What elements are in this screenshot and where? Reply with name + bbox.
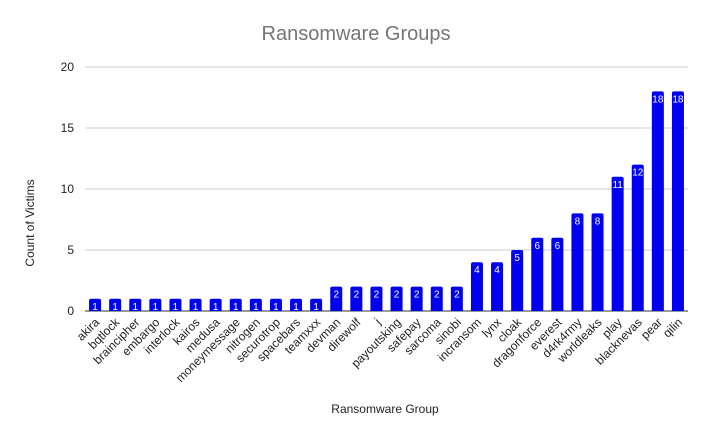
- bar-devman: [330, 286, 343, 311]
- data-label: 2: [333, 290, 339, 301]
- bar-interlock: [169, 298, 182, 311]
- bar-securotrop: [269, 298, 282, 311]
- bar-blacknevas: [631, 164, 644, 311]
- bar-nitrogen: [249, 298, 262, 311]
- bar-pear: [651, 91, 664, 312]
- bar-akira: [89, 298, 102, 311]
- bar-d4rk4rmy: [571, 213, 584, 311]
- bar-cloak: [511, 250, 524, 311]
- data-label: 12: [632, 168, 644, 179]
- x-tick-label: qilin: [660, 315, 685, 340]
- data-label: 1: [193, 302, 199, 313]
- bar-sarcoma: [430, 286, 443, 311]
- bar-payoutsking: [390, 286, 403, 311]
- data-label: 1: [112, 302, 118, 313]
- data-label: 1: [132, 302, 138, 313]
- data-label: 1: [233, 302, 239, 313]
- x-axis-label: Ransomware Group: [331, 402, 439, 416]
- data-label: 1: [293, 302, 299, 313]
- bar-qilin: [671, 91, 684, 312]
- data-label: 2: [374, 290, 380, 301]
- bar-bqtlock: [109, 298, 122, 311]
- y-tick-label: 10: [61, 182, 75, 196]
- bar-medusa: [209, 298, 222, 311]
- data-label: 2: [414, 290, 420, 301]
- y-tick-label: 20: [61, 60, 75, 74]
- data-label: 6: [534, 241, 540, 252]
- y-axis-ticks: 0 5 10 15 20: [61, 60, 75, 318]
- y-axis-label: Count of Victims: [23, 179, 37, 266]
- chart-title: Ransomware Groups: [262, 23, 451, 45]
- data-label: 8: [575, 216, 581, 227]
- bar-sinobi: [450, 286, 463, 311]
- data-label: 1: [92, 302, 98, 313]
- gridlines: [85, 66, 688, 312]
- data-label: 2: [454, 290, 460, 301]
- data-label: 1: [273, 302, 279, 313]
- data-label: 6: [555, 241, 561, 252]
- bar-kairos: [189, 298, 202, 311]
- data-label: 1: [173, 302, 179, 313]
- data-label: 1: [313, 302, 319, 313]
- bar-teamxxx: [310, 298, 323, 311]
- bar-safepay: [410, 286, 423, 311]
- bar-worldleaks: [591, 213, 604, 311]
- bar-play: [611, 176, 624, 311]
- data-label: 1: [153, 302, 159, 313]
- bar-moneymessage: [229, 298, 242, 311]
- bar-braincipher: [129, 298, 142, 311]
- y-tick-label: 0: [67, 304, 74, 318]
- y-tick-label: 5: [67, 243, 74, 257]
- data-label: 11: [612, 180, 623, 191]
- bar-j: [370, 286, 383, 311]
- data-label: 4: [494, 265, 500, 276]
- data-label: 18: [652, 94, 664, 105]
- bar-embargo: [149, 298, 162, 311]
- y-tick-label: 15: [61, 121, 75, 135]
- data-label: 1: [253, 302, 259, 313]
- data-label: 8: [595, 216, 601, 227]
- bar-spacebars: [290, 298, 303, 311]
- data-label: 4: [474, 265, 480, 276]
- bar-everest: [551, 237, 564, 311]
- x-tick-label: j: [371, 315, 383, 327]
- data-label: 18: [672, 94, 684, 105]
- data-label: 2: [354, 290, 360, 301]
- bar-direwolf: [350, 286, 363, 311]
- data-label: 1: [213, 302, 219, 313]
- bar-lynx: [491, 262, 504, 311]
- data-label: 5: [514, 253, 520, 264]
- data-label: 2: [434, 290, 440, 301]
- x-axis-ticks: akirabqtlockbraincipherembargointerlockk…: [74, 315, 685, 386]
- bar-incransom: [470, 262, 483, 311]
- bar-dragonforce: [531, 237, 544, 311]
- data-label: 2: [394, 290, 400, 301]
